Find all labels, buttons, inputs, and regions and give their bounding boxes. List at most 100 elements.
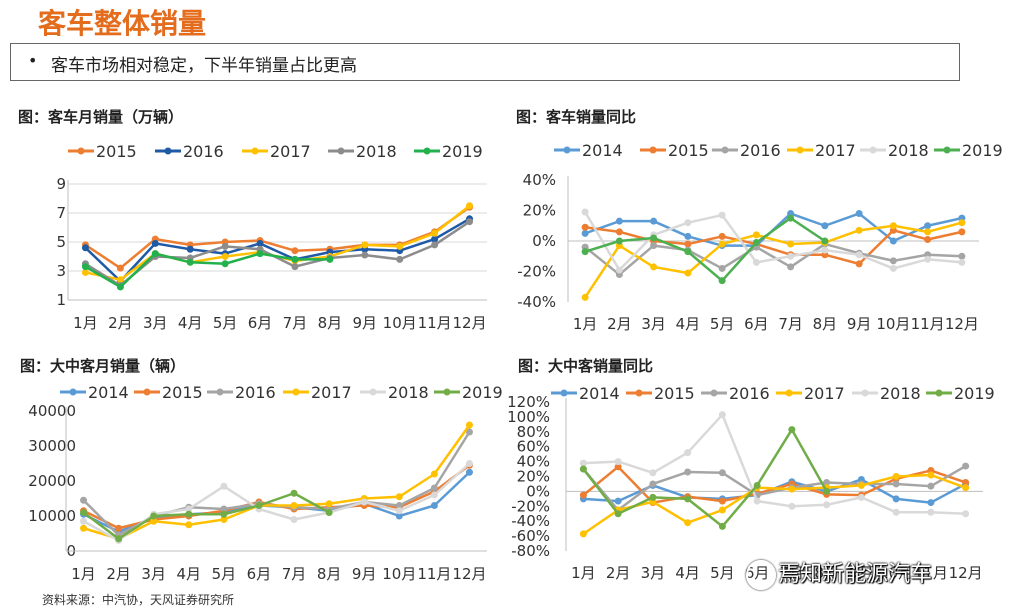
bus-monthly-point-2018: [221, 242, 229, 250]
bus-yoy-point-2018: [752, 258, 760, 266]
large-bus-monthly-point-2018: [395, 507, 403, 515]
large-bus-monthly-legend-marker: [216, 388, 224, 396]
large-bus-yoy-point-2017: [927, 471, 935, 479]
large-bus-yoy-point-2019: [753, 481, 761, 489]
large-bus-monthly-point-2016: [430, 484, 438, 492]
bus-monthly-ytick-label: 3: [56, 262, 66, 280]
bus-monthly-point-2017: [116, 276, 124, 284]
bus-monthly-point-2016: [81, 244, 89, 252]
large-bus-monthly-point-2019: [255, 502, 263, 509]
large-bus-monthly-point-2016: [220, 505, 228, 513]
large-bus-monthly-point-2019: [185, 510, 193, 518]
bus-yoy-legend-marker: [869, 146, 877, 154]
bus-monthly-legend-label: 2017: [270, 142, 311, 161]
bus-yoy-point-2018: [581, 208, 589, 216]
bus-yoy-ytick-label: -20%: [517, 263, 556, 281]
bus-yoy-point-2015: [924, 235, 932, 243]
bus-yoy-point-2017: [650, 263, 658, 271]
source-note: 资料来源：中汽协，天风证券研究所: [42, 593, 235, 607]
large-bus-yoy-point-2017: [962, 484, 970, 492]
large-bus-monthly-point-2017: [150, 517, 158, 525]
bus-yoy-point-2015: [718, 232, 726, 240]
bus-yoy-xtick-label: 8月: [813, 315, 838, 333]
large-bus-monthly-legend-marker: [369, 388, 377, 396]
large-bus-monthly-ytick-label: 20000: [28, 472, 76, 490]
bus-monthly-series-2016: [84, 217, 471, 283]
large-bus-yoy-legend-label: 2017: [804, 384, 845, 403]
bus-monthly-point-2017: [361, 241, 369, 249]
large-bus-yoy-point-2018: [962, 510, 970, 518]
large-bus-yoy-point-2015: [718, 497, 726, 505]
bus-monthly-point-2016: [186, 245, 194, 253]
large-bus-monthly-legend-label: 2019: [462, 383, 503, 402]
bus-monthly-series-2015: [84, 206, 471, 270]
large-bus-monthly-point-2019: [325, 509, 333, 516]
bus-yoy-point-2014: [581, 229, 589, 237]
bus-yoy-point-2019: [752, 239, 760, 247]
bus-yoy-point-2016: [650, 242, 658, 250]
bus-monthly-xtick-label: 2月: [108, 314, 133, 332]
large-bus-yoy-legend-label: 2018: [880, 384, 921, 403]
bus-yoy-series-2019: [584, 216, 826, 282]
large-bus-monthly-legend-marker: [69, 388, 77, 396]
bus-monthly-point-2019: [186, 258, 194, 266]
bus-monthly-point-2018: [466, 218, 474, 226]
large-bus-monthly-legend-marker: [292, 388, 300, 396]
bus-yoy-point-2017: [752, 231, 760, 239]
large-bus-monthly-point-2017: [290, 502, 298, 509]
bus-monthly-point-2019: [291, 255, 299, 263]
large-bus-yoy-point-2014: [892, 495, 900, 503]
large-bus-yoy-series-2019: [582, 428, 828, 528]
large-bus-yoy-ytick-label: 20%: [517, 468, 550, 486]
large-bus-monthly-point-2019: [80, 509, 88, 516]
bus-yoy-series-2017: [584, 221, 963, 299]
bus-yoy-point-2015: [855, 260, 863, 268]
bus-monthly-xtick-label: 10月: [383, 314, 417, 332]
large-bus-yoy-ytick-label: -60%: [511, 527, 550, 545]
bus-yoy-point-2019: [615, 237, 623, 245]
large-bus-yoy-point-2016: [927, 482, 935, 490]
large-bus-monthly-xtick-label: 12月: [452, 565, 486, 583]
large-bus-yoy-ytick-label: -40%: [511, 512, 550, 530]
large-bus-monthly-xtick-label: 7月: [282, 565, 307, 583]
bus-yoy-legend-marker: [796, 146, 804, 154]
bus-yoy-xtick-label: 11月: [911, 315, 945, 333]
bus-yoy-xtick-label: 4月: [676, 315, 701, 333]
summary-box: • 客车市场相对稳定，下半年销量占比更高: [10, 43, 960, 81]
bus-monthly-ytick-label: 1: [56, 291, 66, 309]
large-bus-yoy-xtick-label: 2月: [606, 564, 631, 582]
large-bus-monthly-legend-label: 2015: [162, 383, 203, 402]
large-bus-yoy-point-2019: [788, 426, 796, 434]
large-bus-monthly-point-2016: [465, 428, 473, 436]
large-bus-yoy-legend-marker: [785, 389, 793, 397]
large-bus-monthly-series-2015: [82, 464, 471, 530]
bus-yoy-point-2019: [821, 237, 829, 245]
large-bus-monthly-legend-label: 2014: [88, 383, 129, 402]
large-bus-yoy-point-2014: [614, 497, 622, 505]
large-bus-yoy-ytick-label: -20%: [511, 497, 550, 515]
bus-yoy-series-2018: [584, 211, 962, 272]
bus-monthly-point-2017: [431, 229, 439, 237]
bus-yoy-legend-label: 2014: [582, 141, 623, 160]
bus-yoy-xtick-label: 1月: [573, 315, 598, 333]
bus-monthly-xtick-label: 5月: [213, 314, 238, 332]
large-bus-yoy-xtick-label: 9月: [849, 564, 874, 582]
large-bus-yoy-series-2017: [582, 473, 967, 535]
bus-monthly-point-2016: [151, 239, 159, 247]
large-bus-yoy-point-2019: [823, 487, 831, 495]
large-bus-yoy-legend-marker: [560, 389, 568, 397]
bus-yoy-ytick-label: 40%: [523, 171, 556, 189]
large-bus-monthly-ytick-label: 40000: [28, 402, 76, 420]
large-bus-monthly-point-2018: [465, 460, 473, 467]
large-bus-yoy-point-2016: [962, 462, 970, 470]
bus-monthly-xtick-label: 1月: [73, 314, 98, 332]
large-bus-monthly-point-2016: [395, 502, 403, 509]
large-bus-yoy-legend-label: 2014: [579, 384, 620, 403]
large-bus-monthly-legend-label: 2017: [311, 383, 352, 402]
chart-title-bus-yoy: 图：客车销量同比: [516, 108, 637, 126]
chart-title-bus-monthly: 图：客车月销量（万辆）: [18, 108, 184, 126]
large-bus-monthly-point-2018: [220, 482, 228, 490]
large-bus-yoy-point-2016: [892, 480, 900, 488]
bus-yoy-point-2014: [855, 210, 863, 218]
